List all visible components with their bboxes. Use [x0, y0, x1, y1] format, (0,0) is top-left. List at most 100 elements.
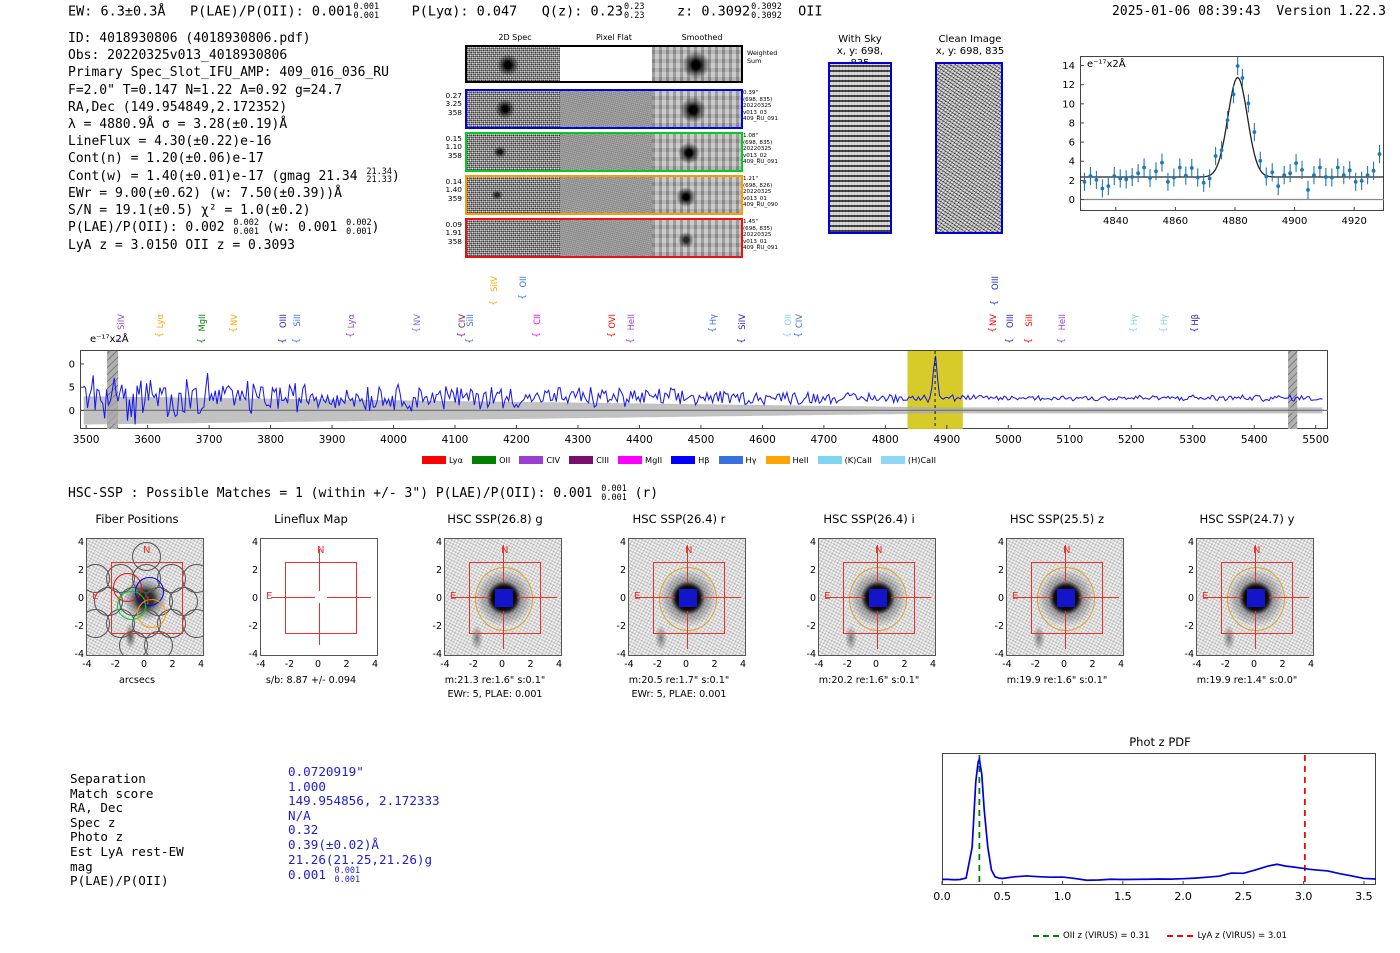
crosshair-right	[327, 597, 371, 599]
x-tick-3: 2	[343, 659, 350, 670]
cutout-title-5: HSC SSP(25.5) z	[1009, 512, 1105, 526]
crosshair-left	[1013, 597, 1053, 599]
crosshair-right	[1079, 597, 1119, 599]
legend-label-CIII: CIII	[596, 455, 610, 465]
match-table-key-0: Separation	[70, 771, 146, 786]
spectrum-legend-item-4: MgII	[618, 455, 662, 465]
spec2d-col-title-2dspec: 2D Spec	[498, 33, 532, 42]
svg-text:3.0: 3.0	[1295, 890, 1313, 903]
y-tick-4: -4	[994, 649, 1004, 660]
svg-text:2.5: 2.5	[1235, 890, 1253, 903]
cutout-image-0[interactable]: + N E	[86, 538, 204, 656]
info-lineflux: LineFlux = 4.30(±0.22)e-16	[68, 134, 272, 150]
crosshair-bottom	[1255, 611, 1257, 649]
spectrum-legend-item-6: Hγ	[718, 455, 757, 465]
spec2d-row-3-info: 1.45" (698, 835) 20220325 v013_01 409_RU_091	[743, 219, 778, 252]
crosshair-bottom	[1065, 611, 1067, 649]
spec2d-row-2-nums: 0.14 1.40 359	[445, 177, 462, 203]
header-z-hi: 0.3092	[751, 2, 782, 12]
crosshair-right	[701, 597, 741, 599]
svg-text:4920: 4920	[1341, 216, 1366, 227]
crosshair-bottom	[877, 611, 879, 649]
companion-source	[1223, 625, 1235, 651]
spec2d-row-1-info: 1.08" (698, 835) 20220325 v013_02 409_RU_091	[743, 133, 778, 166]
info-fta: F=2.0" T=0.147 N=1.22 A=0.92 g=24.7	[68, 82, 342, 98]
svg-text:4840: 4840	[1103, 216, 1128, 227]
header-z-lo: 0.3092	[751, 10, 782, 21]
cutout-title-3: HSC SSP(26.4) r	[632, 512, 726, 526]
spec2d-row-1-nums: 0.15 1.10 358	[445, 134, 462, 160]
x-tick-2: 0	[682, 659, 690, 670]
cutout-panel-4[interactable]: HSC SSP(26.4) i N E -4 -2 0 2 4 4 2 0 -2 -4 m:20.2 re…	[790, 512, 948, 727]
east-label: E	[450, 591, 457, 602]
spectrum-legend-item-7: HeII	[765, 455, 809, 465]
fiber-circle-highlighted[interactable]	[136, 598, 166, 628]
x-tick-3: 2	[901, 659, 908, 670]
y-tick-1: 2	[809, 565, 816, 576]
east-label: E	[1012, 591, 1019, 602]
crosshair-left	[451, 597, 491, 599]
crosshair-left	[271, 597, 315, 599]
cutout-panel-6[interactable]: HSC SSP(24.7) y N E -4 -2 0 2 4 4 2 0 -2 -4 m:19.9 re…	[1168, 512, 1326, 727]
svg-text:4200: 4200	[503, 434, 530, 446]
match-table-key-6: mag	[70, 858, 93, 874]
match-table-value-1: 1.000	[288, 778, 326, 794]
svg-text:4100: 4100	[442, 434, 469, 446]
x-tick-4: 4	[1307, 659, 1315, 670]
match-table-key-1: Match score	[70, 785, 154, 801]
header-ew: EW: 6.3±0.3Å	[68, 3, 166, 20]
fiber-circle[interactable]	[87, 608, 111, 638]
match-table-key-3: Spec z	[70, 814, 116, 830]
fiber-circle[interactable]	[87, 564, 111, 594]
x-tick-0: -4	[624, 659, 634, 670]
aperture-box	[843, 562, 915, 634]
svg-text:12: 12	[1062, 80, 1075, 91]
spectrum-legend-item-3: CIII	[569, 455, 609, 465]
x-tick-3: 2	[711, 659, 718, 670]
cutout-panel-5[interactable]: HSC SSP(25.5) z N E -4 -2 0 2 4 4 2 0 -2 -4 m:19.9 re…	[978, 512, 1136, 727]
y-tick-2: 0	[435, 593, 442, 604]
crosshair-right	[517, 597, 557, 599]
svg-text:4900: 4900	[1282, 216, 1307, 227]
cutout-panel-2[interactable]: HSC SSP(26.8) g N E -4 -2 0 2 4 4 2 0 -2 -4 m:21.3 re…	[416, 512, 574, 727]
svg-text:5200: 5200	[1118, 434, 1145, 446]
header-plae-label: P(LAE)/P(OII):	[189, 3, 304, 20]
spectrum-legend-item-1: OII	[472, 455, 510, 465]
y-tick-2: 0	[619, 593, 626, 604]
north-label: N	[143, 545, 151, 556]
x-tick-1: -2	[1030, 659, 1041, 670]
fiber-circle[interactable]	[144, 631, 174, 655]
cutout-panel-1[interactable]: Lineflux Map N E -4 -2 0 2 4 4 2 0 -2 -4 s/b: 8.87 +/…	[232, 512, 390, 727]
north-label: N	[317, 545, 325, 556]
spec2d-row-3-nums: 0.09 1.91 358	[445, 220, 462, 246]
x-tick-1: -2	[652, 659, 663, 670]
version-label: Version 1.22.3	[1276, 4, 1386, 19]
svg-text:1.5: 1.5	[1114, 890, 1132, 903]
svg-text:0.5: 0.5	[994, 890, 1012, 903]
spectrum-legend-item-8: (K)CaII	[817, 455, 872, 465]
legend-swatch-(H)CaII	[880, 456, 905, 464]
aperture-box	[469, 562, 541, 634]
crosshair-top	[687, 545, 689, 583]
y-tick-4: -4	[1184, 649, 1194, 660]
info-id: ID: 4018930806 (4018930806.pdf)	[68, 31, 311, 46]
fiber-circle[interactable]	[181, 608, 203, 638]
x-tick-2: 0	[1060, 659, 1068, 670]
x-tick-4: 4	[1117, 659, 1125, 670]
fiber-circle[interactable]	[181, 564, 203, 594]
cutout-panel-3[interactable]: HSC SSP(26.4) r N E -4 -2 0 2 4 4 2 0 -2 -4 m:20.5 re…	[600, 512, 758, 727]
y-tick-3: -2	[806, 621, 816, 632]
y-tick-0: 4	[809, 537, 816, 548]
x-tick-0: -4	[1002, 659, 1012, 670]
x-tick-3: 2	[1089, 659, 1096, 670]
x-tick-4: 4	[929, 659, 937, 670]
match-table-value-2: 149.954856, 2.172333	[288, 793, 440, 809]
cutout-panel-0[interactable]: Fiber Positions + N E -4 -2 0 2 4 4 2 0 -2 -4 arcsecs	[58, 512, 216, 727]
x-tick-3: 2	[1279, 659, 1286, 670]
